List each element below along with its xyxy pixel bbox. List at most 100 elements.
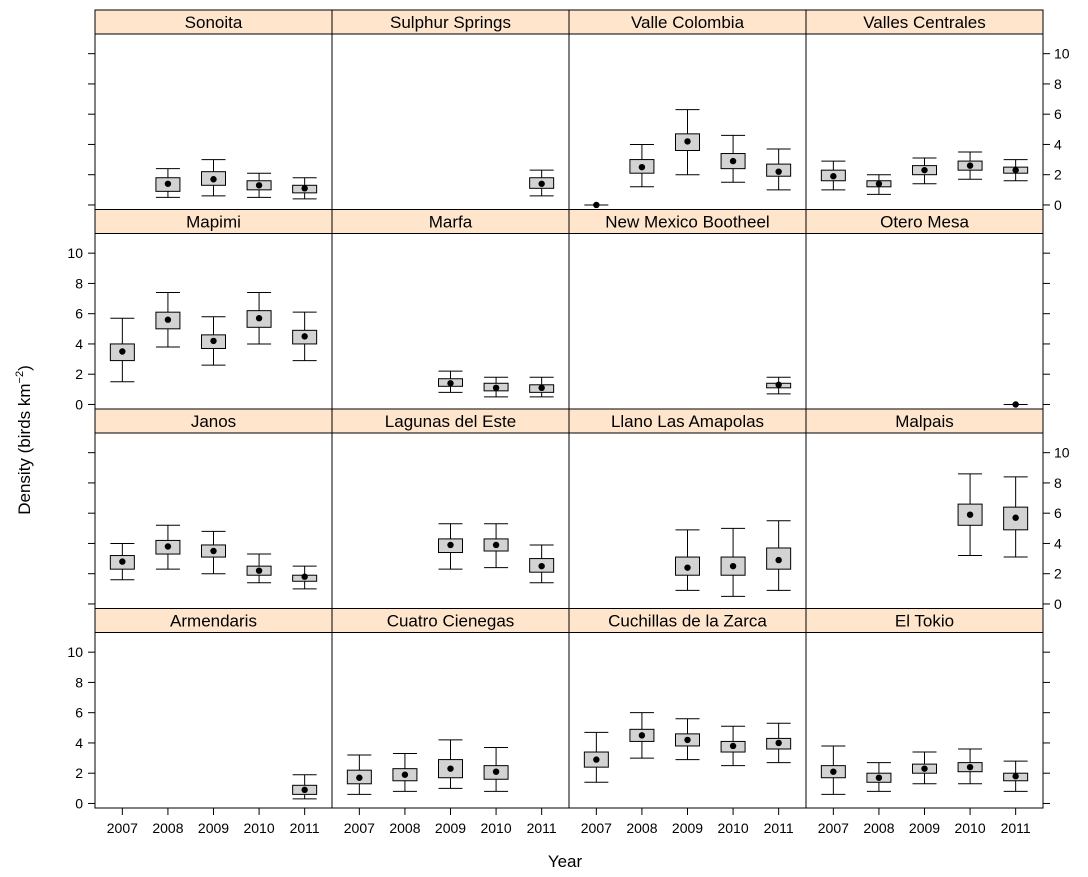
box-2010 — [720, 527, 746, 597]
x-tick-label: 2007 — [107, 820, 138, 836]
box-2010 — [720, 134, 746, 183]
y-tick-label: 4 — [1054, 136, 1062, 152]
box-2011 — [529, 169, 555, 197]
y-axis-title-main: Density (birds km — [15, 383, 34, 514]
mean-point — [775, 168, 782, 175]
panel-title: Valle Colombia — [631, 13, 745, 32]
mean-point — [638, 163, 646, 171]
mean-point — [210, 547, 217, 555]
y-tick-label: 0 — [75, 396, 83, 412]
panel-strip — [331, 9, 570, 35]
box-2009 — [912, 751, 937, 785]
mean-point — [729, 742, 737, 750]
panel-strip — [331, 209, 570, 234]
box-2010 — [483, 376, 509, 398]
panel-sonoita: Sonoita — [94, 9, 333, 210]
panel-frame — [568, 233, 807, 410]
box-2007 — [820, 745, 846, 795]
box-2010 — [957, 473, 983, 557]
mean-point — [921, 166, 928, 174]
x-tick-label: 2010 — [954, 820, 985, 836]
panel-malpais: Malpais — [805, 408, 1044, 609]
box-2007 — [583, 731, 609, 783]
box-2011 — [1003, 401, 1028, 408]
mean-point — [301, 185, 308, 192]
y-tick-label: 6 — [1054, 106, 1062, 122]
mean-point — [875, 180, 883, 187]
box-2007 — [346, 754, 372, 795]
box-2011 — [1003, 760, 1029, 792]
mean-point — [830, 768, 837, 775]
box-2010 — [483, 746, 509, 792]
panel-marfa: Marfa — [331, 209, 570, 410]
panel-strip — [805, 408, 1044, 434]
box-2009 — [438, 739, 463, 789]
panel-title: Marfa — [429, 213, 473, 232]
mean-point — [210, 176, 217, 183]
panel-janos: Janos — [94, 408, 333, 609]
x-tick-label: 2010 — [480, 820, 511, 836]
box-2009 — [201, 530, 226, 575]
box-2010 — [957, 748, 983, 785]
panel-strip — [331, 408, 570, 434]
panel-title: Malpais — [895, 412, 954, 431]
panel-strip — [805, 9, 1044, 35]
y-tick-label: 0 — [1054, 596, 1062, 612]
panel-otero-mesa: Otero Mesa — [805, 209, 1044, 410]
mean-point — [1012, 514, 1019, 521]
panel-new-mexico-bootheel: New Mexico Bootheel — [568, 209, 807, 410]
x-tick-label: 2011 — [527, 820, 557, 836]
panel-title: Llano Las Amapolas — [611, 412, 764, 431]
box-2011 — [292, 311, 318, 362]
y-tick-label: 2 — [1054, 167, 1062, 183]
box-2008 — [392, 753, 418, 792]
box-2009 — [675, 529, 700, 591]
y-tick-label: 2 — [75, 765, 83, 781]
panel-title: Cuatro Cienegas — [387, 612, 515, 631]
mean-point — [966, 162, 974, 169]
panel-mapimi: Mapimi — [94, 209, 333, 410]
mean-point — [492, 541, 500, 549]
box-2007 — [820, 160, 846, 191]
mean-point — [356, 774, 363, 781]
box-2011 — [766, 376, 792, 395]
box-2008 — [629, 143, 655, 188]
box-2008 — [629, 712, 655, 759]
axes: 0 2 4 6 8 10 0 2 4 6 8 10 0 2 4 6 8 10 0 2 4 6 8 10 2007 2008 2009… — [67, 46, 1069, 836]
panel-armendaris: Armendaris — [94, 608, 333, 809]
mean-point — [255, 315, 263, 322]
x-tick-label: 2008 — [863, 820, 894, 836]
x-tick-label: 2010 — [243, 820, 274, 836]
mean-point — [1012, 166, 1019, 174]
box-2010 — [957, 151, 983, 180]
box-2008 — [866, 174, 892, 195]
mean-point — [255, 567, 263, 574]
panel-lagunas-del-este: Lagunas del Este — [331, 408, 570, 609]
box-2009 — [675, 109, 700, 176]
y-tick-label: 6 — [75, 705, 83, 721]
mean-point — [638, 732, 646, 739]
y-tick-label: 6 — [75, 306, 83, 322]
y-tick-label: 8 — [75, 275, 83, 291]
box-2008 — [155, 292, 181, 348]
mean-point — [684, 138, 691, 145]
y-tick-label: 4 — [1054, 535, 1062, 551]
mean-point — [1012, 401, 1019, 408]
box-2007 — [584, 201, 609, 209]
mean-point — [966, 511, 974, 518]
mean-point — [255, 182, 263, 189]
mean-point — [538, 562, 545, 570]
y-tick-label: 0 — [75, 795, 83, 811]
box-2009 — [675, 718, 700, 761]
box-2011 — [1003, 476, 1029, 558]
panel-title: Armendaris — [170, 612, 257, 631]
mean-point — [875, 774, 883, 781]
y-tick-label: 4 — [75, 735, 83, 751]
panel-cuatro-cienegas: Cuatro Cienegas — [331, 608, 570, 809]
x-tick-label: 2008 — [626, 820, 657, 836]
box-2011 — [766, 148, 792, 191]
y-tick-label: 8 — [75, 674, 83, 690]
y-axis-title: Density (birds km−2) — [14, 365, 34, 515]
panel-el-tokio: El Tokio — [805, 608, 1044, 809]
